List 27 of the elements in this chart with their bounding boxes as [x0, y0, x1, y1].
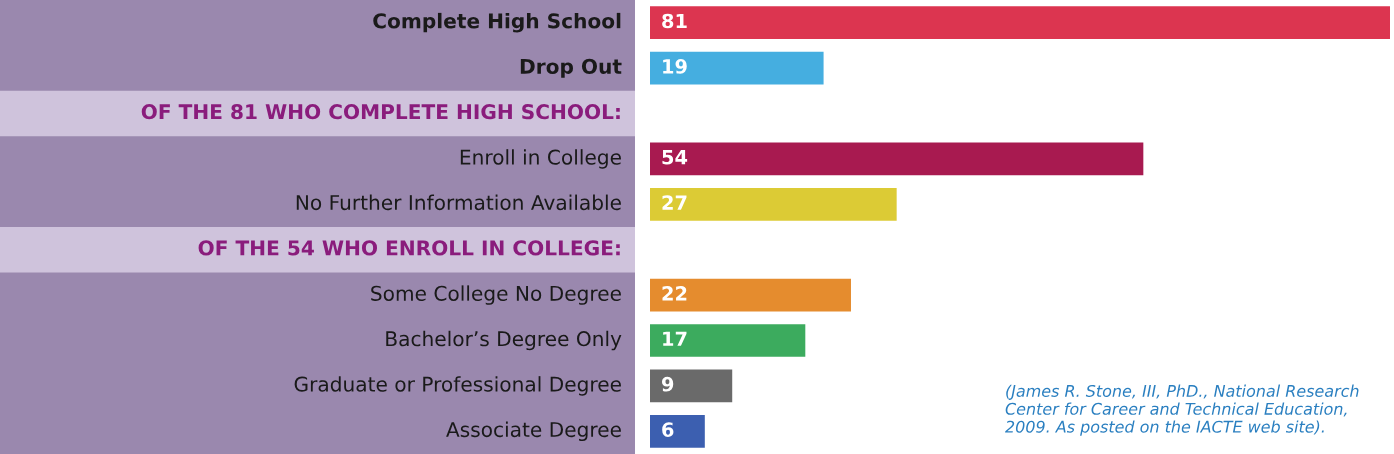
bar — [650, 187, 897, 221]
y-tick-label: Some College No Degree — [371, 285, 621, 305]
text: OF THE 81 WHO COMPLETE HIGH SCHOOL: — [141, 104, 620, 120]
bar — [650, 414, 705, 448]
y-tick-label: Graduate or Professional Degree — [294, 376, 621, 396]
text: OF THE 54 WHO ENROLL IN COLLEGE: — [198, 240, 620, 256]
bar — [650, 6, 1390, 40]
data-label: 6 — [662, 422, 674, 437]
bar — [650, 369, 733, 403]
annotation: (James R. Stone, III, PhD., National Research Center for Career and Technical Education, 2009. As posted on the IACTE web site). — [1005, 384, 1359, 436]
data-label: 9 — [661, 376, 674, 392]
bar — [650, 142, 1144, 176]
y-tick-label: Enroll in College — [460, 149, 621, 169]
bar — [650, 51, 824, 85]
y-tick-label: Drop Out — [520, 58, 622, 78]
y-tick-label: No Further Information Available — [296, 194, 621, 211]
data-label: 27 — [662, 195, 687, 210]
y-tick-label: Bachelor’s Degree Only — [386, 330, 622, 351]
data-label: 22 — [662, 286, 687, 301]
y-tick-label: Associate Degree — [446, 421, 621, 442]
bar — [650, 278, 851, 312]
y-tick-label: Complete High School — [373, 12, 621, 33]
bar — [650, 324, 806, 357]
data-label: 54 — [662, 150, 688, 165]
data-label: 81 — [662, 13, 687, 29]
data-label: 17 — [663, 331, 687, 346]
data-label: 19 — [663, 59, 687, 74]
